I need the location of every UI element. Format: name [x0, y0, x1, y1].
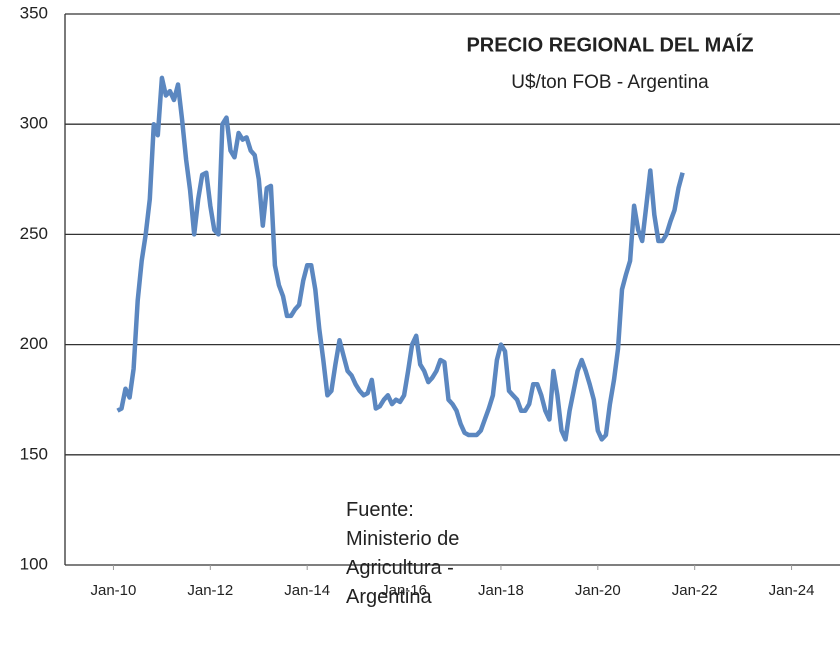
x-tick-label: Jan-12: [187, 582, 233, 599]
y-tick-label: 100: [20, 554, 48, 573]
x-tick-label: Jan-10: [91, 582, 137, 599]
y-tick-label: 250: [20, 224, 48, 243]
chart-subtitle: U$/ton FOB - Argentina: [511, 72, 709, 93]
y-tick-label: 150: [20, 444, 48, 463]
x-tick-label: Jan-18: [478, 582, 524, 599]
chart-title: PRECIO REGIONAL DEL MAÍZ: [466, 33, 753, 56]
x-tick-label: Jan-22: [672, 582, 718, 599]
price-line: [116, 75, 685, 442]
y-tick-label: 300: [20, 114, 48, 133]
source-note: Fuente: Ministerio de Agricultura - Arge…: [346, 499, 460, 608]
x-tick-label: Jan-20: [575, 582, 621, 599]
y-tick-label: 350: [20, 3, 48, 22]
x-tick-label: Jan-16: [381, 582, 427, 599]
x-tick-label: Jan-14: [284, 582, 330, 599]
x-tick-label: Jan-24: [769, 582, 815, 599]
y-tick-label: 200: [20, 334, 48, 353]
